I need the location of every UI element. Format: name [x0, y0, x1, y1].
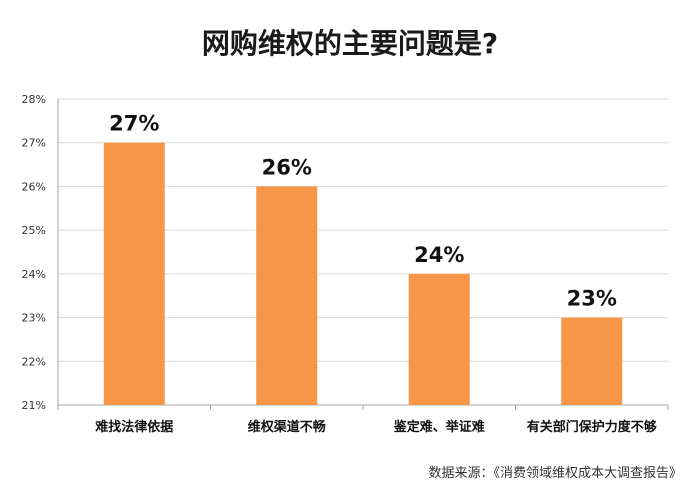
data-label: 26% [262, 155, 312, 179]
bar [408, 273, 470, 405]
bar [256, 186, 318, 405]
data-label: 23% [567, 287, 617, 311]
y-tick-label: 23% [22, 312, 46, 325]
y-tick-label: 24% [22, 268, 46, 281]
x-tick-label: 难找法律依据 [94, 419, 173, 435]
bar [561, 317, 623, 405]
y-tick-label: 27% [22, 137, 46, 150]
x-tick-label: 鉴定难、举证难 [393, 419, 485, 435]
bar [103, 142, 165, 405]
y-tick-label: 21% [22, 399, 46, 412]
chart-title: 网购维权的主要问题是? [201, 27, 499, 60]
data-label: 27% [109, 112, 159, 136]
y-tick-label: 28% [22, 93, 46, 106]
x-tick-label: 维权渠道不畅 [248, 419, 326, 435]
y-tick-label: 26% [22, 180, 46, 193]
y-tick-label: 25% [22, 224, 46, 237]
source-note: 数据来源：《消费领域维权成本大调查报告》 [428, 466, 682, 481]
y-tick-label: 22% [22, 355, 46, 368]
x-tick-label: 有关部门保护力度不够 [527, 419, 657, 435]
data-label: 24% [414, 243, 464, 267]
